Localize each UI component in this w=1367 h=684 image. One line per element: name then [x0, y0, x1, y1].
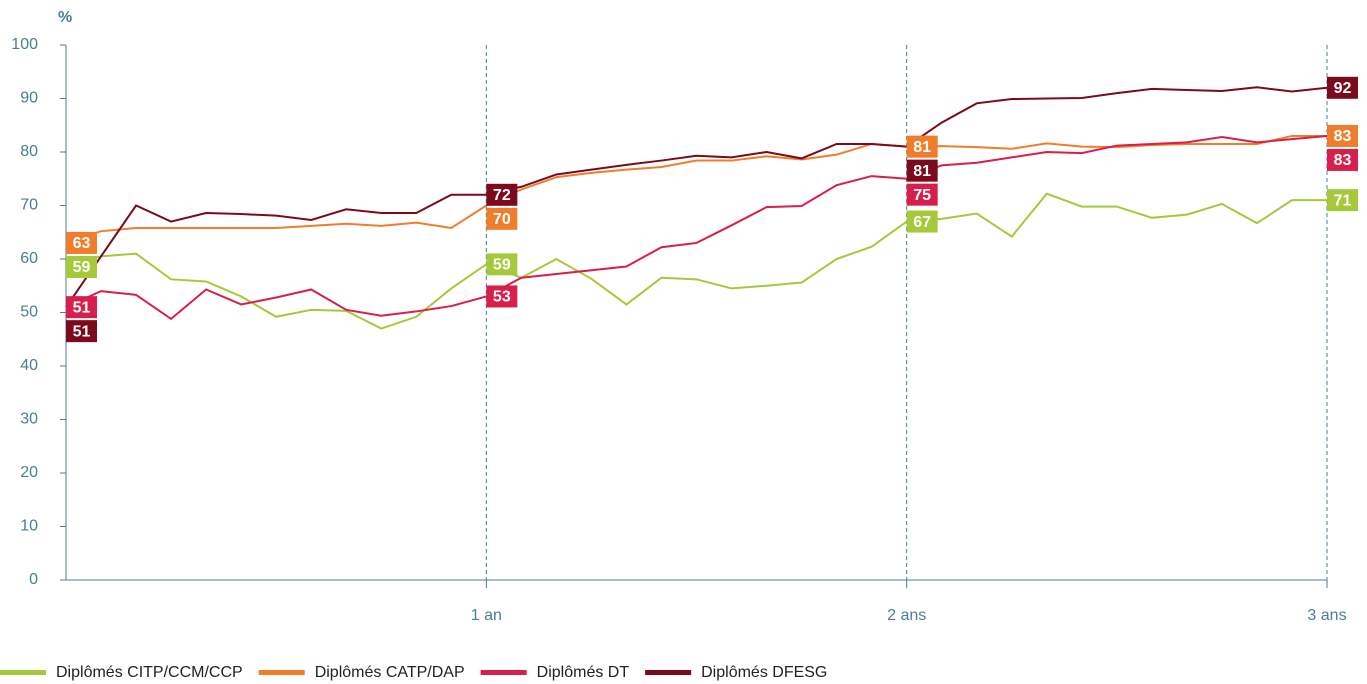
- data-label: 67: [913, 214, 931, 231]
- y-tick-label: 20: [20, 464, 38, 481]
- x-tick-label: 1 an: [471, 607, 502, 624]
- y-tick-label: 10: [20, 518, 38, 535]
- y-tick-label: 80: [20, 143, 38, 160]
- y-tick-label: 100: [11, 36, 38, 53]
- y-tick-label: 50: [20, 304, 38, 321]
- data-label-box: [906, 183, 938, 206]
- series-line: [65, 192, 1327, 330]
- legend-swatch: [0, 670, 46, 675]
- data-label-box: [486, 253, 518, 276]
- data-label: 72: [493, 187, 511, 204]
- data-label: 83: [1334, 128, 1352, 145]
- data-label-box: [66, 231, 97, 254]
- legend-swatch: [480, 670, 527, 675]
- y-tick-label: 90: [20, 90, 38, 107]
- data-label: 59: [73, 259, 91, 276]
- y-tick-label: 70: [20, 197, 38, 214]
- data-label: 53: [493, 289, 511, 306]
- legend-label: Diplômés DT: [537, 664, 630, 681]
- data-label-box: [486, 207, 518, 230]
- series-line: [65, 134, 1327, 244]
- data-label-box: [1327, 76, 1358, 99]
- data-label-box: [66, 320, 97, 343]
- series-line: [65, 86, 1328, 308]
- data-label: 59: [493, 257, 511, 274]
- data-label: 83: [1334, 152, 1352, 169]
- data-label: 51: [73, 323, 91, 340]
- data-label-box: [906, 135, 938, 158]
- y-tick-label: 60: [20, 250, 38, 267]
- data-label-box: [1327, 189, 1358, 212]
- data-label-box: [486, 183, 518, 206]
- data-label: 70: [493, 211, 511, 228]
- data-label: 71: [1334, 192, 1352, 209]
- legend-swatch: [258, 670, 305, 675]
- legend-swatch: [645, 670, 692, 675]
- data-label-box: [486, 285, 518, 308]
- data-label: 51: [73, 299, 91, 316]
- data-label-box: [66, 296, 97, 319]
- y-tick-label: 30: [20, 411, 38, 428]
- x-tick-label: 3 ans: [1307, 607, 1346, 624]
- data-label: 81: [913, 139, 931, 156]
- legend-label: Diplômés DFESG: [701, 664, 827, 681]
- data-label-box: [906, 159, 938, 182]
- data-label: 81: [913, 163, 931, 180]
- data-label: 63: [73, 235, 91, 252]
- y-axis-label: %: [58, 9, 72, 26]
- data-label-box: [906, 210, 938, 233]
- legend-label: Diplômés CATP/DAP: [315, 664, 465, 681]
- y-tick-label: 0: [29, 571, 38, 588]
- data-label: 92: [1334, 80, 1352, 97]
- data-label-box: [1327, 124, 1358, 147]
- y-tick-label: 40: [20, 357, 38, 374]
- series-line: [65, 134, 1328, 321]
- data-label: 75: [913, 187, 931, 204]
- legend-label: Diplômés CITP/CCM/CCP: [56, 664, 243, 681]
- data-label-box: [1327, 148, 1358, 171]
- data-label-box: [66, 255, 97, 278]
- x-tick-label: 2 ans: [887, 607, 926, 624]
